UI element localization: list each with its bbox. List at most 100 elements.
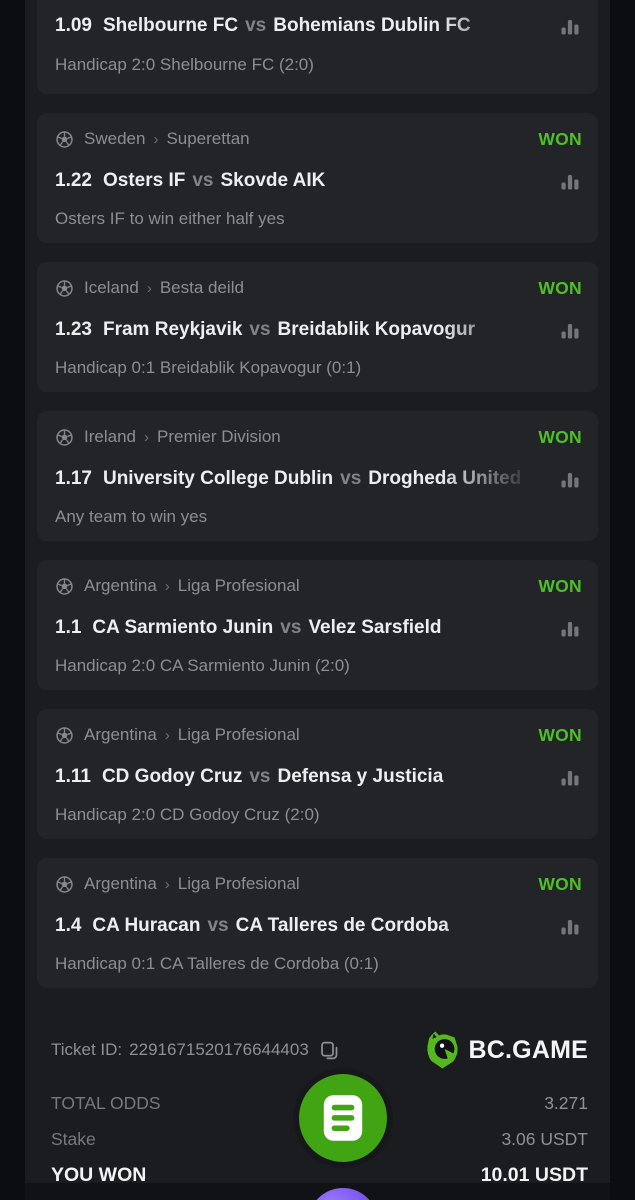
total-odds-label: TOTAL ODDS <box>51 1092 161 1113</box>
bar-chart-icon[interactable] <box>558 914 582 938</box>
league-label: Besta deild <box>159 278 244 297</box>
vs-label: vs <box>249 766 271 787</box>
total-odds-row: TOTAL ODDS 3.271 <box>51 1085 588 1121</box>
away-team: CA Talleres de Cordoba <box>235 915 449 936</box>
soccer-ball-icon <box>55 130 74 149</box>
league-breadcrumb: Argentina › Liga Profesional WON <box>55 872 582 896</box>
bar-chart-icon[interactable] <box>558 14 582 38</box>
vs-label: vs <box>249 319 271 340</box>
country-label: Iceland <box>84 278 139 297</box>
bet-card-list: 1.09 Shelbourne FC vs Bohemians Dublin FC H… <box>25 0 610 988</box>
league-label: Liga Profesional <box>177 725 300 744</box>
country-label: Argentina <box>84 576 157 595</box>
status-badge: WON <box>538 426 582 447</box>
bet-market: Handicap 2:0 CA Sarmiento Junin (2:0) <box>55 656 350 675</box>
bar-chart-icon[interactable] <box>558 318 582 342</box>
status-badge: WON <box>538 277 582 298</box>
bar-chart-icon[interactable] <box>558 169 582 193</box>
league-breadcrumb: Argentina › Liga Profesional WON <box>55 723 582 747</box>
bet-market: Handicap 2:0 Shelbourne FC (2:0) <box>55 55 314 74</box>
home-team: CA Sarmiento Junin <box>92 617 274 638</box>
away-team: Velez Sarsfield <box>308 617 442 638</box>
vs-label: vs <box>245 15 267 36</box>
country-label: Argentina <box>84 874 157 893</box>
bottom-divider <box>25 1183 610 1200</box>
home-team: Osters IF <box>102 170 186 191</box>
bet-card: Argentina › Liga Profesional WON 1.4 CA H… <box>37 858 598 988</box>
league-breadcrumb: Ireland › Premier Division WON <box>55 425 582 449</box>
match-title: 1.11 CD Godoy Cruz vs Defensa y Justicia <box>55 766 548 788</box>
bar-chart-icon[interactable] <box>558 467 582 491</box>
bet-card: Iceland › Besta deild WON 1.23 Fram Reykj… <box>37 262 598 392</box>
ticket-row: Ticket ID: 2291671520176644403 BC.GAME <box>25 1007 610 1069</box>
bet-odds: 1.1 <box>55 617 82 638</box>
bet-market: Osters IF to win either half yes <box>55 209 285 228</box>
country-label: Sweden <box>84 129 146 148</box>
bet-market: Handicap 2:0 CD Godoy Cruz (2:0) <box>55 805 320 824</box>
chevron-right-icon: › <box>146 279 152 297</box>
away-team: Defensa y Justicia <box>277 766 444 787</box>
bet-card: Ireland › Premier Division WON 1.17 Unive… <box>37 411 598 541</box>
vs-label: vs <box>192 170 214 191</box>
bet-market: Handicap 0:1 CA Talleres de Cordoba (0:1… <box>55 954 379 973</box>
away-team: Skovde AIK <box>220 170 326 191</box>
country-label: Ireland <box>84 427 136 446</box>
match-title: 1.1 CA Sarmiento Junin vs Velez Sarsfield <box>55 617 548 639</box>
chevron-right-icon: › <box>164 726 170 744</box>
home-team: Fram Reykjavik <box>102 319 243 340</box>
bet-card: Sweden › Superettan WON 1.22 Osters IF vs S… <box>37 113 598 243</box>
bar-chart-icon[interactable] <box>558 765 582 789</box>
soccer-ball-icon <box>55 726 74 745</box>
match-title: 1.4 CA Huracan vs CA Talleres de Cordoba <box>55 915 548 937</box>
status-badge: WON <box>538 575 582 596</box>
league-breadcrumb: Iceland › Besta deild WON <box>55 276 582 300</box>
home-team: CD Godoy Cruz <box>101 766 243 787</box>
soccer-ball-icon <box>55 428 74 447</box>
league-breadcrumb: Argentina › Liga Profesional WON <box>55 574 582 598</box>
total-odds-value: 3.271 <box>544 1092 588 1113</box>
bet-odds: 1.23 <box>55 319 92 340</box>
stake-label: Stake <box>51 1128 96 1149</box>
stake-value: 3.06 USDT <box>501 1128 588 1149</box>
status-badge: WON <box>538 128 582 149</box>
bet-summary: TOTAL ODDS 3.271 Stake 3.06 USDT YOU WON… <box>25 1069 610 1193</box>
receipt-icon <box>322 1094 364 1142</box>
bet-slip-button[interactable] <box>299 1074 387 1162</box>
chevron-right-icon: › <box>164 875 170 893</box>
away-team: Breidablik Kopavogur <box>277 319 475 340</box>
away-team: Bohemians Dublin FC <box>273 15 471 36</box>
you-won-row: YOU WON 10.01 USDT <box>51 1157 588 1193</box>
league-label: Liga Profesional <box>177 874 300 893</box>
vs-label: vs <box>340 468 362 489</box>
bet-card: Argentina › Liga Profesional WON 1.11 CD … <box>37 709 598 839</box>
home-team: CA Huracan <box>92 915 201 936</box>
brand-name: BC.GAME <box>468 1035 588 1064</box>
soccer-ball-icon <box>55 875 74 894</box>
home-team: Shelbourne FC <box>102 15 239 36</box>
league-label: Premier Division <box>156 427 281 446</box>
chevron-right-icon: › <box>143 428 149 446</box>
bet-odds: 1.4 <box>55 915 82 936</box>
you-won-label: YOU WON <box>51 1163 147 1186</box>
chevron-right-icon: › <box>153 130 159 148</box>
bet-card: 1.09 Shelbourne FC vs Bohemians Dublin FC H… <box>37 0 598 94</box>
match-title: 1.09 Shelbourne FC vs Bohemians Dublin FC <box>55 15 548 37</box>
ticket-id-label: Ticket ID: <box>51 1040 123 1059</box>
country-label: Argentina <box>84 725 157 744</box>
bet-odds: 1.09 <box>55 15 92 36</box>
match-title: 1.22 Osters IF vs Skovde AIK <box>55 170 548 192</box>
bet-odds: 1.11 <box>55 766 91 787</box>
stake-row: Stake 3.06 USDT <box>51 1121 588 1157</box>
copy-icon[interactable] <box>319 1040 340 1061</box>
away-team: Drogheda United <box>368 468 522 489</box>
status-badge: WON <box>538 873 582 894</box>
vs-label: vs <box>280 617 302 638</box>
league-label: Liga Profesional <box>177 576 300 595</box>
you-won-value: 10.01 USDT <box>480 1163 588 1186</box>
bar-chart-icon[interactable] <box>558 616 582 640</box>
bet-odds: 1.22 <box>55 170 92 191</box>
league-label: Superettan <box>166 129 250 148</box>
bet-card: Argentina › Liga Profesional WON 1.1 CA S… <box>37 560 598 690</box>
bet-slip-modal: 1.09 Shelbourne FC vs Bohemians Dublin FC H… <box>25 0 610 1200</box>
bet-market: Handicap 0:1 Breidablik Kopavogur (0:1) <box>55 358 362 377</box>
